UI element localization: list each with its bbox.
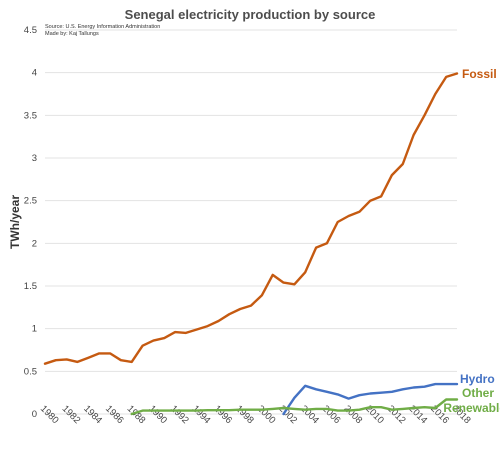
y-tick-label: 1.5 <box>24 281 37 292</box>
y-axis-label: TWh/year <box>8 195 22 249</box>
series-lines <box>43 72 459 416</box>
x-tick-label: 2006 <box>320 403 343 426</box>
x-tick-label: 1998 <box>233 403 256 426</box>
y-tick-label: 3 <box>32 153 37 164</box>
x-tick-label: 1992 <box>168 403 191 426</box>
x-tick-label: 1980 <box>38 403 61 426</box>
x-tick-label: 2000 <box>255 403 278 426</box>
gridlines <box>45 29 457 415</box>
x-tick-label: 1984 <box>81 403 104 426</box>
other-renewables-label: Renewables <box>443 401 500 415</box>
y-tick-label: 4.5 <box>24 25 37 36</box>
y-axis-ticks: 0 0.5 1 1.5 2 2.5 3 3.5 4 4.5 <box>24 25 37 420</box>
y-tick-label: 2.5 <box>24 196 37 207</box>
y-tick-label: 0 <box>32 409 37 420</box>
source-line: Source: U.S. Energy Information Administ… <box>45 24 160 30</box>
x-tick-label: 2008 <box>342 403 365 426</box>
fossil-label: Fossil <box>462 67 497 81</box>
hydro-line <box>282 382 459 416</box>
chart-title: Senegal electricity production by source <box>125 7 376 22</box>
x-tick-label: 1990 <box>146 403 169 426</box>
x-tick-label: 1994 <box>190 403 213 426</box>
fossil-line <box>43 72 459 365</box>
x-tick-label: 1988 <box>125 403 148 426</box>
series-labels: Fossil HydroOtherRenewables <box>443 67 500 415</box>
x-tick-label: 2012 <box>385 403 408 426</box>
y-tick-label: 4 <box>32 68 37 79</box>
y-tick-label: 0.5 <box>24 366 37 377</box>
x-axis-ticks: 1980198219841986198819901992199419961998… <box>38 403 473 426</box>
y-tick-label: 1 <box>32 324 37 335</box>
hydro-label: Hydro <box>460 372 495 386</box>
x-tick-label: 1986 <box>103 403 126 426</box>
x-tick-label: 1996 <box>211 403 234 426</box>
y-tick-label: 3.5 <box>24 110 37 121</box>
author-line: Made by: Kaj Tallungs <box>45 31 99 37</box>
other-renewables-line <box>130 398 459 416</box>
x-tick-label: 1982 <box>60 403 83 426</box>
other-renewables-label: Other <box>462 386 494 400</box>
y-tick-label: 2 <box>32 238 37 249</box>
x-tick-label: 2004 <box>298 403 321 426</box>
